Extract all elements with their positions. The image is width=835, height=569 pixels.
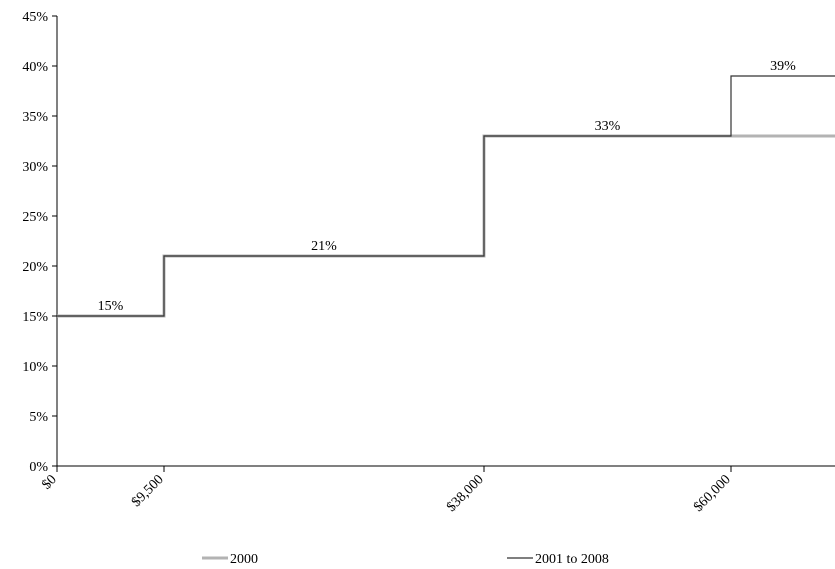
data-label: 33%	[595, 119, 621, 134]
y-tick-label: 35%	[22, 110, 48, 125]
series-line-2001-to-2008	[57, 75, 835, 317]
y-tick-label: 15%	[22, 310, 48, 325]
legend-label-2000: 2000	[230, 552, 258, 567]
y-tick-label: 40%	[22, 60, 48, 75]
x-tick-label: $9,500	[129, 472, 167, 510]
data-label: 21%	[311, 239, 337, 254]
y-tick-label: 20%	[22, 260, 48, 275]
y-tick-label: 0%	[29, 460, 48, 475]
data-label: 39%	[770, 59, 796, 74]
legend: 2000 2001 to 2008	[202, 552, 609, 567]
data-label: 15%	[98, 299, 124, 314]
y-tick-label: 30%	[22, 160, 48, 175]
series-line-2000	[57, 134, 835, 318]
x-tick-label: $60,000	[691, 472, 734, 515]
axes: 0% 5% 10% 15% 20% 25% 30% 35% 40% 45% $0 $9,500 $38,…	[22, 10, 835, 515]
data-labels: 15% 21% 33% 39%	[98, 59, 797, 314]
y-tick-label: 10%	[22, 360, 48, 375]
legend-label-2001-to-2008: 2001 to 2008	[535, 552, 609, 567]
y-tick-label: 25%	[22, 210, 48, 225]
y-tick-label: 45%	[22, 10, 48, 25]
y-tick-label: 5%	[29, 410, 48, 425]
x-tick-label: $38,000	[444, 472, 487, 515]
series-layer	[57, 75, 835, 318]
x-tick-label: $0	[39, 472, 60, 493]
